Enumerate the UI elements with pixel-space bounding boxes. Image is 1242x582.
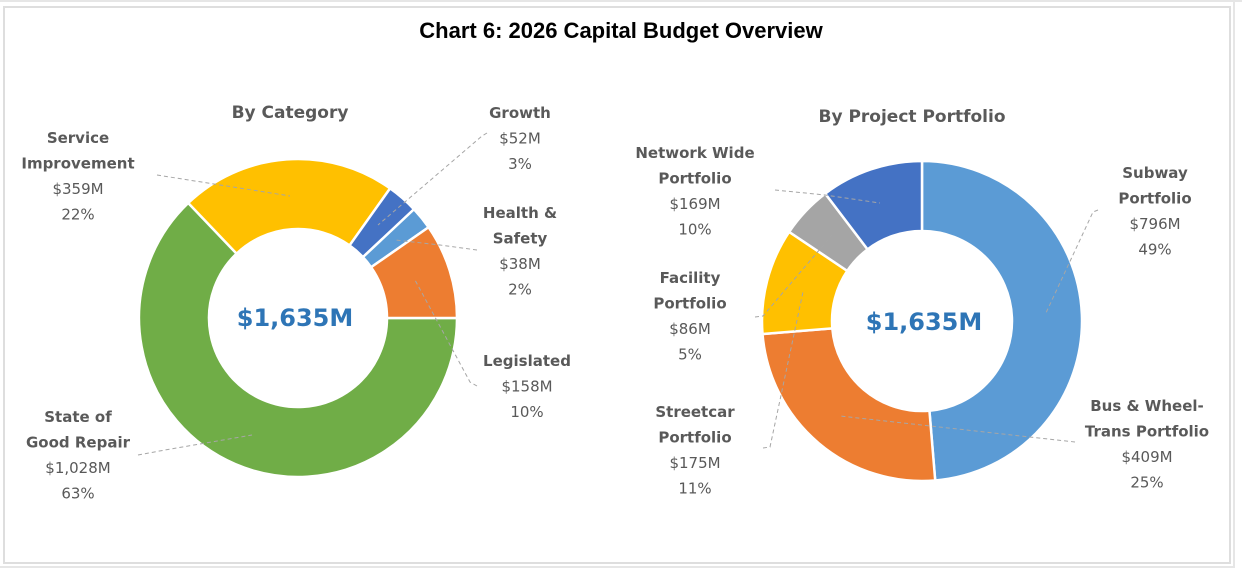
leader-line-legislated	[414, 279, 478, 387]
data-label-streetcar-portfolio: Streetcar Portfolio $175M 11%	[655, 403, 735, 498]
data-label-name: Facility	[660, 269, 721, 287]
data-label-name: Subway	[1122, 164, 1188, 182]
outer-border-bottom	[0, 566, 1235, 568]
data-label-facility-portfolio: Facility Portfolio $86M 5%	[653, 269, 726, 364]
data-label-subway-portfolio: Subway Portfolio $796M 49%	[1118, 164, 1191, 259]
data-label-name: Trans Portfolio	[1085, 423, 1209, 441]
data-label-value: $359M	[52, 180, 103, 198]
chart-subtitle: By Category	[232, 103, 349, 123]
outer-border-top	[0, 0, 1242, 2]
donut-chart-by-project-portfolio: By Project Portfolio $1,635M Subway Portfol…	[635, 107, 1209, 498]
leader-line-growth	[377, 132, 488, 226]
data-label-name: Streetcar	[655, 403, 735, 421]
data-label-service-improvement: Service Improvement $359M 22%	[21, 129, 134, 224]
leader-line-state-of-good-repair	[137, 434, 253, 456]
data-label-name: State of	[44, 408, 112, 426]
data-label-legislated: Legislated $158M 10%	[483, 352, 571, 421]
data-label-percent: 5%	[678, 346, 702, 364]
data-label-state-of-good-repair: State of Good Repair $1,028M 63%	[26, 408, 131, 503]
data-label-name: Bus & Wheel-	[1090, 397, 1204, 415]
leader-line-bus-wheel-trans-portfolio	[839, 415, 1076, 443]
data-label-value: $796M	[1129, 215, 1180, 233]
data-label-name: Service	[47, 129, 109, 147]
leader-line-network-wide-portfolio	[774, 189, 881, 204]
data-label-name: Growth	[489, 104, 551, 122]
data-label-percent: 3%	[508, 155, 532, 173]
data-label-name: Legislated	[483, 352, 571, 370]
data-label-percent: 63%	[61, 485, 94, 503]
data-label-percent: 49%	[1138, 241, 1171, 259]
slice-service-improvement[interactable]	[186, 157, 392, 256]
data-label-percent: 10%	[678, 221, 711, 239]
leader-line-subway-portfolio	[1044, 209, 1099, 316]
data-label-value: $1,028M	[45, 459, 110, 477]
data-label-percent: 25%	[1130, 474, 1163, 492]
donut-chart-by-category: By Category $1,635M State of Good Repair $1,…	[21, 103, 571, 503]
outer-border-right	[1233, 0, 1235, 568]
data-label-name: Portfolio	[653, 295, 726, 313]
data-label-bus-wheel-trans-portfolio: Bus & Wheel- Trans Portfolio $409M 25%	[1085, 397, 1209, 492]
leader-line-streetcar-portfolio	[762, 291, 804, 449]
data-label-name: Network Wide	[635, 144, 754, 162]
chart-subtitle: By Project Portfolio	[818, 107, 1005, 127]
data-label-name: Safety	[493, 230, 548, 248]
data-label-name: Improvement	[21, 155, 134, 173]
slice-subway-portfolio[interactable]	[920, 159, 1084, 482]
data-label-percent: 10%	[510, 403, 543, 421]
slice-state-of-good-repair[interactable]	[137, 201, 459, 479]
data-label-network-wide-portfolio: Network Wide Portfolio $169M 10%	[635, 144, 754, 239]
data-label-percent: 11%	[678, 480, 711, 498]
data-label-value: $409M	[1121, 448, 1172, 466]
data-label-value: $169M	[669, 195, 720, 213]
center-total-label: $1,635M	[237, 304, 354, 332]
data-label-name: Portfolio	[658, 429, 731, 447]
data-label-percent: 22%	[61, 206, 94, 224]
leader-line-facility-portfolio	[754, 234, 833, 318]
data-label-name: Portfolio	[1118, 190, 1191, 208]
data-label-value: $38M	[499, 255, 541, 273]
slice-network-wide-portfolio[interactable]	[823, 159, 924, 252]
data-label-growth: Growth $52M 3%	[489, 104, 551, 173]
data-label-name: Health &	[483, 204, 557, 222]
data-label-value: $86M	[669, 320, 711, 338]
slice-bus-wheel-trans-portfolio[interactable]	[761, 326, 937, 483]
center-total-label: $1,635M	[866, 308, 983, 336]
data-label-percent: 2%	[508, 281, 532, 299]
chart-title: Chart 6: 2026 Capital Budget Overview	[419, 18, 823, 43]
data-label-value: $52M	[499, 130, 541, 148]
slice-legislated[interactable]	[369, 225, 459, 320]
data-label-health-safety: Health & Safety $38M 2%	[483, 204, 557, 299]
leader-line-service-improvement	[156, 174, 291, 197]
data-label-value: $175M	[669, 454, 720, 472]
data-label-value: $158M	[501, 378, 552, 396]
leader-line-health-safety	[394, 239, 478, 251]
data-label-name: Good Repair	[26, 434, 131, 452]
data-label-name: Portfolio	[658, 170, 731, 188]
